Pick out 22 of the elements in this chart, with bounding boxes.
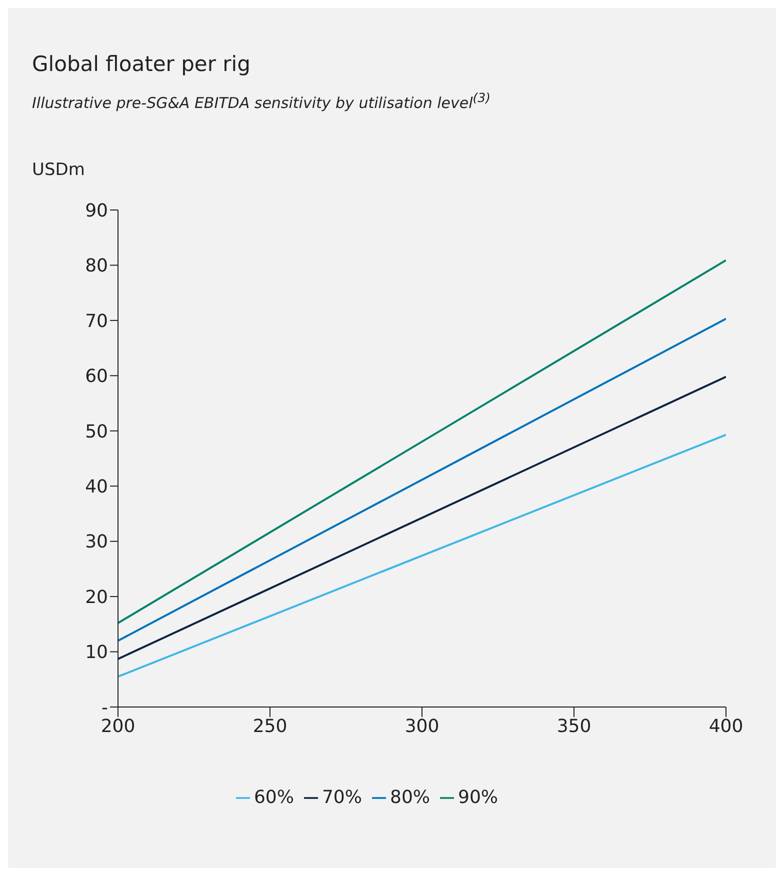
legend-label: 60% bbox=[254, 787, 294, 808]
legend-label: 70% bbox=[322, 787, 362, 808]
legend-label: 90% bbox=[458, 787, 498, 808]
x-tick-label: 200 bbox=[100, 716, 136, 737]
chart-subtitle: Illustrative pre-SG&A EBITDA sensitivity by utilisation level$^{(3)}$ bbox=[32, 90, 490, 112]
y-tick-label: 50 bbox=[85, 421, 108, 442]
x-tick-label: 350 bbox=[556, 716, 592, 737]
y-tick-label: 30 bbox=[85, 532, 108, 553]
x-tick-label: 400 bbox=[708, 716, 744, 737]
x-tick-label: 300 bbox=[404, 716, 440, 737]
y-tick-label: 40 bbox=[85, 476, 108, 498]
y-tick-label: 20 bbox=[85, 586, 108, 608]
y-tick-label: 80 bbox=[85, 256, 108, 277]
y-tick-label: 90 bbox=[85, 200, 108, 222]
y-tick-label: 60 bbox=[85, 366, 108, 388]
y-tick-label: - bbox=[102, 697, 108, 718]
y-tick-label: 10 bbox=[85, 642, 108, 664]
y-tick-label: 70 bbox=[85, 310, 108, 332]
x-tick-label: 250 bbox=[252, 716, 288, 737]
y-axis-title: USDm bbox=[32, 160, 85, 180]
legend-label: 80% bbox=[390, 787, 430, 808]
chart-title: Global floater per rig bbox=[32, 52, 250, 76]
